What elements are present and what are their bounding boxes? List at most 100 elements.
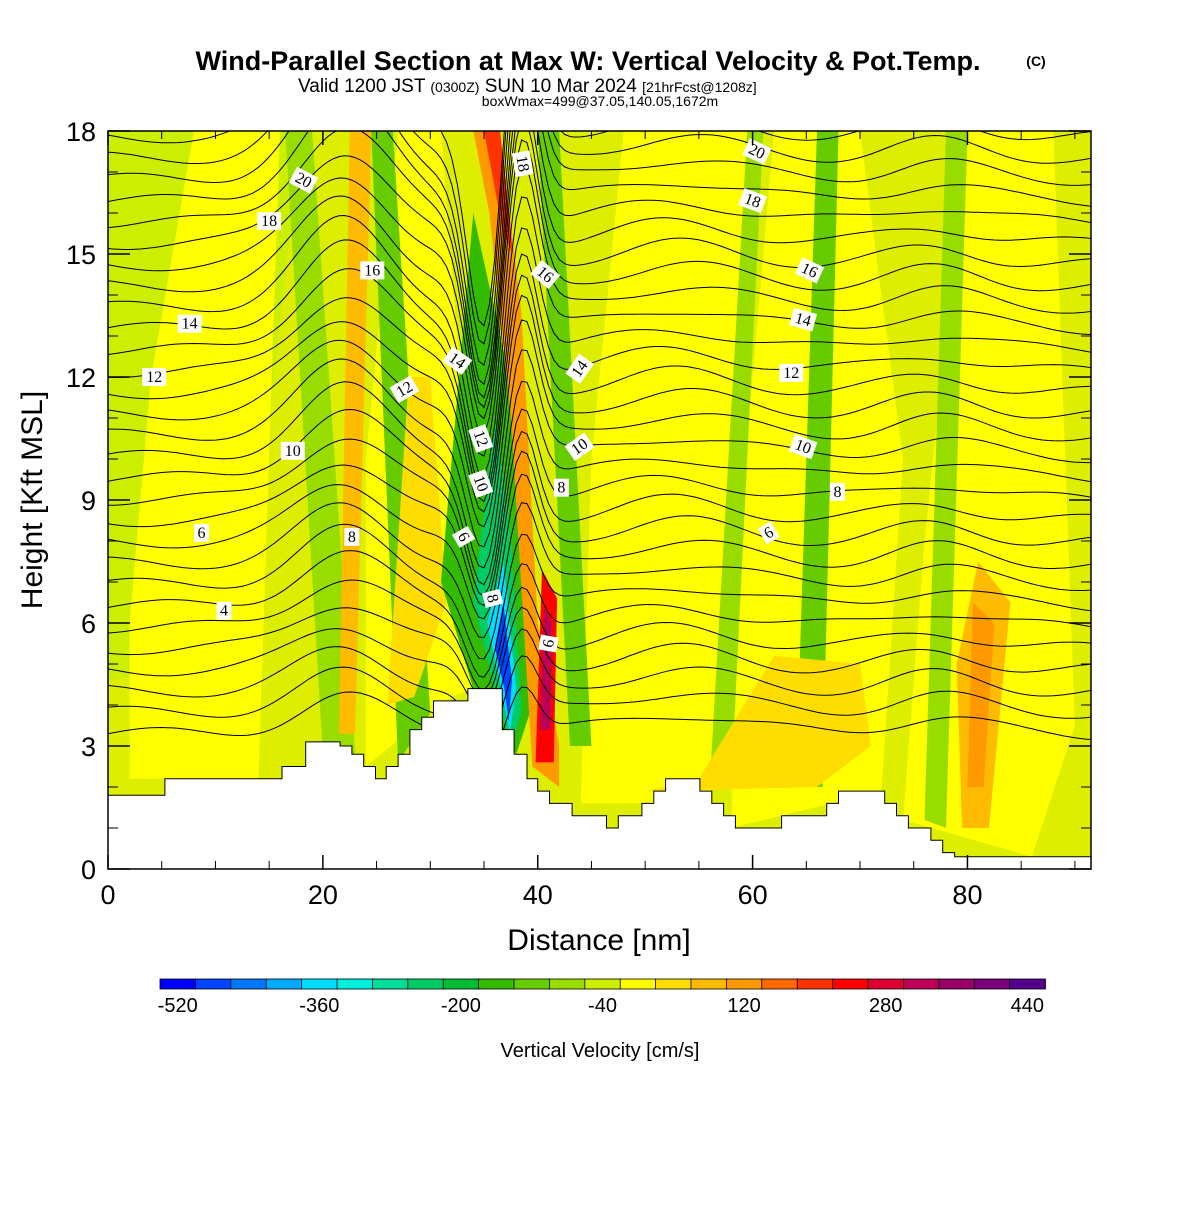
colorbar-tick-label: -40 (588, 995, 617, 1017)
contour-label-text: 14 (568, 358, 591, 381)
contour-label-bg (779, 363, 804, 382)
contour-label-bg (442, 346, 473, 375)
colorbar-swatch (938, 978, 976, 990)
y-axis-label: Height [Kft MSL] (16, 391, 49, 609)
contour-label-text: 8 (348, 529, 356, 546)
contour-label: 10 (280, 441, 305, 460)
contour-label: 8 (344, 527, 360, 546)
yellow-zone-a (129, 131, 280, 779)
isentrope-line (108, 408, 1091, 597)
contour-label-bg (757, 521, 780, 545)
contour-label-text: 6 (198, 525, 206, 542)
contour-label: 6 (194, 523, 209, 542)
contour-label: 14 (177, 314, 202, 333)
isentrope-line (108, 430, 1091, 607)
isentrope-line (108, 139, 1091, 436)
chart-subtitle: Valid 1200 JST (0300Z) SUN 10 Mar 2024 [… (298, 76, 757, 97)
contour-label-text: 14 (793, 310, 813, 331)
contour-label-text: 18 (512, 155, 532, 174)
contour-label-bg (794, 257, 825, 284)
y-tick-label: 0 (81, 855, 96, 885)
contour-label-text: 8 (834, 484, 842, 501)
isentrope-line (108, 131, 1091, 345)
colorbar-swatch (442, 978, 480, 990)
contour-label: 8 (553, 478, 569, 497)
colorbar-swatch (584, 978, 622, 990)
colorbar-swatch (832, 978, 869, 990)
colorbar-swatch (159, 978, 197, 990)
contour-label: 12 (468, 424, 494, 453)
orange-streak-3 (645, 655, 871, 792)
contour-label: 18 (511, 150, 534, 178)
contour-label-bg (288, 166, 319, 194)
contour-label: 6 (757, 521, 780, 545)
contour-label-bg (177, 314, 202, 333)
colorbar-swatch (973, 978, 1011, 990)
orange-streak-2 (387, 377, 447, 705)
contour-label-bg (360, 261, 385, 280)
isentrope-line (108, 628, 1091, 730)
contour-label-text: 12 (783, 365, 799, 382)
isentrope-line (108, 131, 1091, 386)
colorbar-swatch (903, 978, 940, 990)
colorbar-swatch (619, 978, 657, 990)
isentrope-line (108, 131, 1091, 367)
contour-label: 16 (530, 259, 561, 290)
isentrope-line (108, 294, 1091, 528)
green-streak-6 (924, 131, 968, 828)
contour-label: 4 (216, 601, 232, 620)
isentrope-line (108, 274, 1091, 513)
contour-label-bg (530, 259, 561, 290)
contour-label-text: 20 (746, 141, 768, 163)
isentrope-line (108, 253, 1091, 503)
isentrope-line (108, 606, 1091, 712)
isentrope-line (108, 450, 1091, 620)
colorbar: -520 -360 -200 -40 120 280 440 (158, 978, 1046, 1017)
y-tick-label: 15 (66, 240, 96, 270)
contour-label-bg (553, 478, 569, 497)
contour-label-text: 10 (568, 436, 591, 459)
y-tick-label: 18 (66, 117, 96, 147)
subtitle-date: SUN 10 Mar 2024 (485, 76, 638, 97)
contour-label-bg (830, 482, 845, 501)
contour-label-text: 14 (445, 349, 468, 372)
x-tick-label: 40 (523, 880, 553, 910)
colorbar-tick-label: 440 (1011, 995, 1044, 1017)
colorbar-label: Vertical Velocity [cm/s] (501, 1040, 700, 1062)
colorbar-tick-label: 280 (869, 995, 902, 1017)
contour-label-bg (742, 138, 772, 165)
contour-label-text: 12 (470, 428, 491, 449)
contour-label-text: 14 (182, 316, 198, 333)
contour-label: 12 (389, 375, 420, 404)
contour-label-bg (538, 634, 559, 653)
green-streak-5 (795, 131, 839, 787)
contour-label-text: 12 (394, 378, 416, 401)
contour-label-bg (564, 432, 595, 461)
colorbar-swatch (371, 978, 409, 990)
isentrope-line (108, 227, 1091, 493)
y-tick-label: 6 (81, 609, 96, 639)
colorbar-swatch (301, 978, 338, 990)
contour-labels: 20 18 16 14 12 14 12 10 12 10 6 8 6 4 8 6 18 16 14 10 8 20 18 1… (142, 138, 845, 653)
contour-label: 14 (789, 307, 818, 332)
terrain (108, 688, 1091, 869)
contour-label-text: 8 (557, 480, 565, 497)
colorbar-swatch (407, 978, 445, 990)
contour-label-text: 10 (285, 443, 301, 460)
colorbar-tick-label: -520 (158, 995, 198, 1017)
colorbar-swatch (655, 978, 692, 990)
green-streak-4 (709, 131, 764, 787)
isentrope-line (108, 131, 1091, 420)
isentrope-line (108, 131, 1091, 399)
velocity-field (108, 131, 1075, 857)
colorbar-swatch (194, 978, 232, 990)
contour-label-bg (481, 588, 504, 608)
axis-ticks: 0 20 40 60 80 0 3 6 9 12 15 18 (66, 117, 1091, 910)
contour-label-text: 20 (292, 169, 314, 192)
contour-label-text: 4 (220, 603, 228, 620)
contour-label-bg (344, 527, 360, 546)
contour-label: 8 (481, 588, 504, 608)
contour-label: 6 (538, 634, 559, 653)
